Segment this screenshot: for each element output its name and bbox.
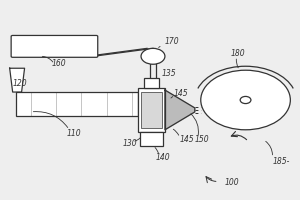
Text: 185-: 185-: [272, 157, 290, 166]
Text: 180: 180: [231, 49, 245, 58]
Polygon shape: [165, 90, 195, 130]
Text: 135: 135: [162, 69, 177, 78]
Text: 145: 145: [180, 135, 194, 144]
FancyBboxPatch shape: [141, 92, 162, 128]
FancyBboxPatch shape: [144, 78, 159, 88]
FancyBboxPatch shape: [16, 92, 138, 116]
Polygon shape: [10, 68, 25, 92]
Text: 120: 120: [13, 79, 27, 88]
Text: 140: 140: [156, 153, 171, 162]
Circle shape: [240, 96, 251, 104]
Text: 170: 170: [165, 37, 180, 46]
Text: 100: 100: [225, 178, 239, 187]
Text: 110: 110: [66, 129, 81, 138]
FancyBboxPatch shape: [138, 88, 165, 132]
Circle shape: [201, 70, 290, 130]
Circle shape: [141, 48, 165, 64]
Text: 130: 130: [123, 139, 138, 148]
Text: 160: 160: [52, 59, 66, 68]
FancyBboxPatch shape: [140, 132, 164, 146]
Text: 145: 145: [174, 89, 188, 98]
FancyBboxPatch shape: [11, 35, 98, 57]
Text: 150: 150: [195, 135, 209, 144]
